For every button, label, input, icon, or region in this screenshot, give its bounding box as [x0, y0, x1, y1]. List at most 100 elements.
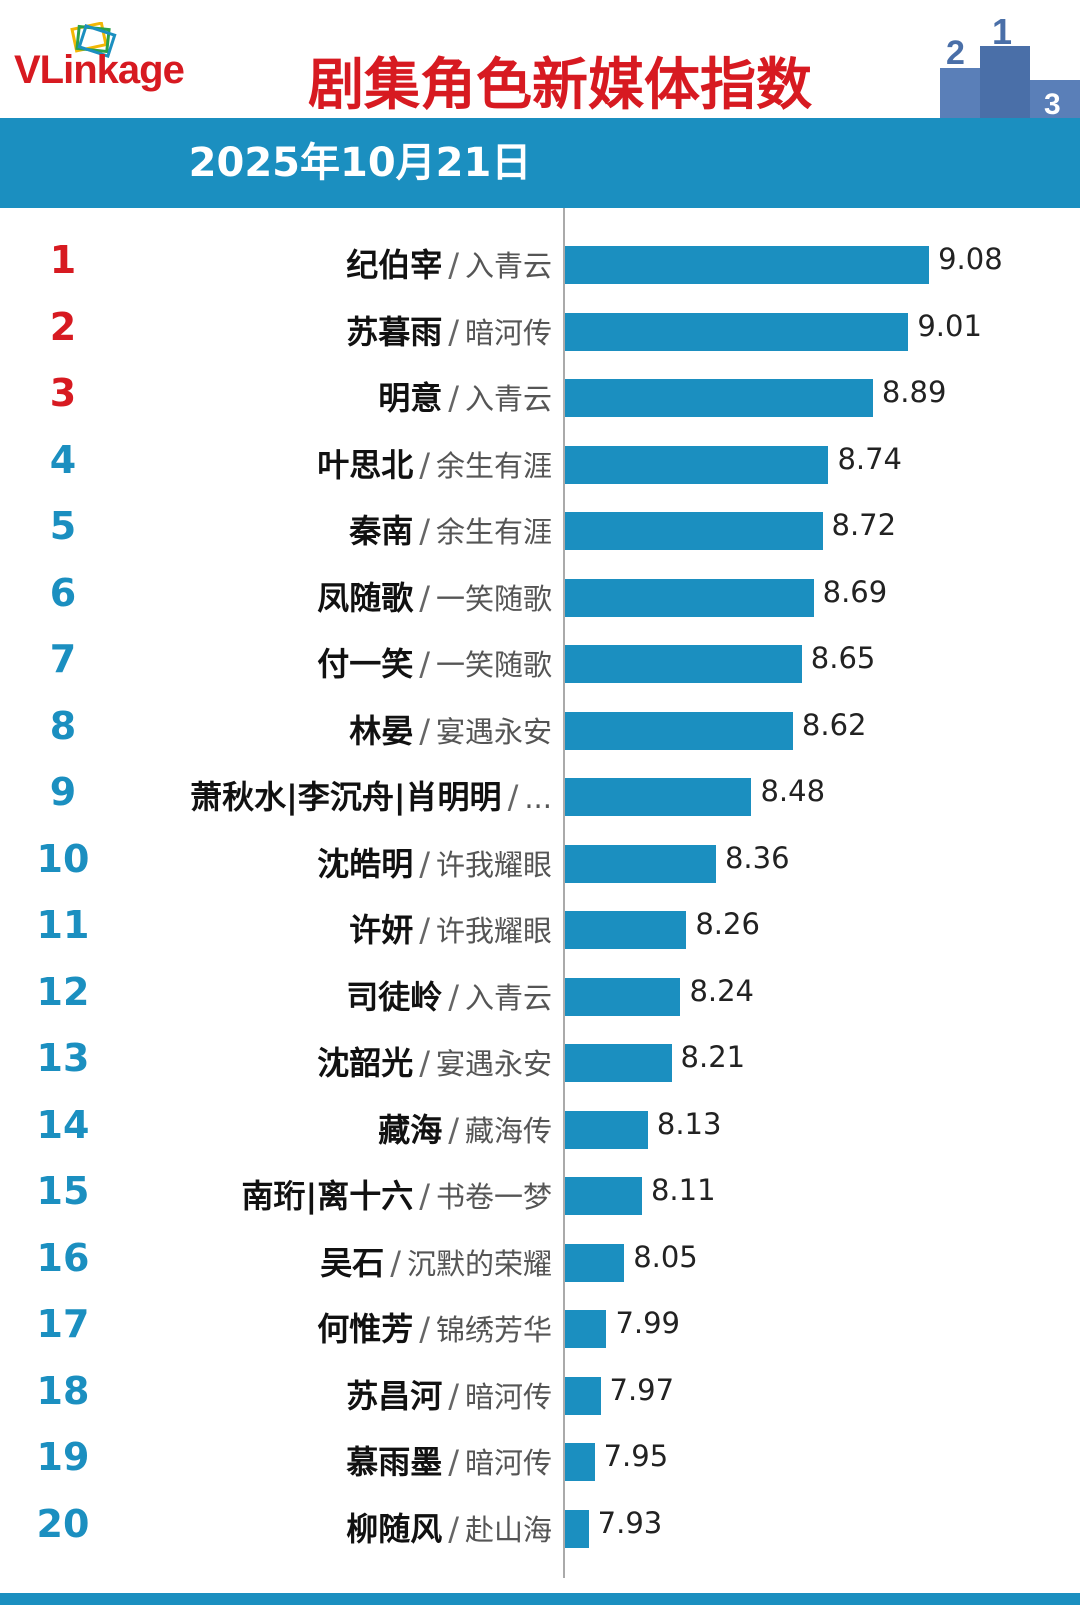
row-label: 藏海 / 藏海传 [378, 1105, 552, 1151]
chart-row: 18 苏昌河 / 暗河传 7.97 [0, 1359, 1080, 1425]
chart-row: 10 沈皓明 / 许我耀眼 8.36 [0, 827, 1080, 893]
rank-number: 12 [36, 970, 90, 1014]
character-name: 萧秋水|李沉舟|肖明明 [190, 778, 502, 816]
chart-row: 16 吴石 / 沉默的荣耀 8.05 [0, 1226, 1080, 1292]
value-label: 9.08 [938, 242, 1003, 276]
bar [565, 1510, 589, 1548]
value-label: 7.93 [597, 1506, 663, 1540]
drama-title: 入青云 [464, 249, 552, 283]
drama-title: 沉默的荣耀 [406, 1247, 552, 1281]
row-label: 沈韶光 / 宴遇永安 [317, 1038, 552, 1084]
row-label: 何惟芳 / 锦绣芳华 [317, 1304, 552, 1350]
drama-title: 宴遇永安 [435, 1047, 552, 1081]
character-name: 纪伯宰 [346, 246, 443, 284]
chart-row: 1 纪伯宰 / 入青云 9.08 [0, 228, 1080, 294]
drama-title: 暗河传 [464, 316, 552, 350]
drama-title: 入青云 [464, 981, 552, 1015]
character-name: 沈韶光 [317, 1044, 414, 1082]
row-label: 林晏 / 宴遇永安 [349, 706, 552, 752]
value-label: 8.11 [650, 1173, 716, 1207]
rank-number: 2 [49, 305, 77, 349]
drama-title: 余生有涯 [435, 515, 552, 549]
rank-number: 7 [49, 637, 77, 681]
rank-number: 1 [49, 238, 77, 282]
label-separator: / [448, 379, 459, 417]
row-label: 南珩|离十六 / 书卷一梦 [242, 1171, 553, 1217]
drama-title: 书卷一梦 [435, 1180, 552, 1214]
bar [565, 313, 909, 351]
drama-title: 赴山海 [464, 1513, 552, 1547]
row-label: 明意 / 入青云 [378, 373, 552, 419]
row-label: 纪伯宰 / 入青云 [346, 240, 552, 286]
bar [565, 1177, 642, 1215]
label-separator: / [448, 1510, 459, 1548]
label-separator: / [419, 1310, 430, 1348]
drama-title: 许我耀眼 [435, 848, 552, 882]
label-separator: / [448, 1377, 459, 1415]
bar [565, 512, 823, 550]
value-label: 7.95 [603, 1439, 669, 1473]
chart-row: 19 慕雨墨 / 暗河传 7.95 [0, 1425, 1080, 1491]
chart-row: 2 苏暮雨 / 暗河传 9.01 [0, 295, 1080, 361]
row-label: 萧秋水|李沉舟|肖明明 /... [190, 772, 552, 818]
row-label: 柳随风 / 赴山海 [346, 1504, 552, 1550]
drama-title: 许我耀眼 [435, 914, 552, 948]
drama-title: 锦绣芳华 [435, 1313, 552, 1347]
rank-number: 9 [49, 770, 77, 814]
label-separator: / [448, 313, 459, 351]
bar [565, 1111, 648, 1149]
character-name: 柳随风 [346, 1510, 443, 1548]
podium-icon: 2 1 3 [940, 18, 1080, 118]
value-label: 8.13 [656, 1107, 722, 1141]
row-label: 凤随歌 / 一笑随歌 [317, 573, 552, 619]
podium-label-1: 1 [992, 18, 1012, 52]
chart-row: 15 南珩|离十六 / 书卷一梦 8.11 [0, 1159, 1080, 1225]
rank-number: 6 [49, 571, 77, 615]
value-label: 9.01 [917, 309, 982, 343]
label-separator: / [419, 1044, 430, 1082]
row-label: 慕雨墨 / 暗河传 [346, 1437, 552, 1483]
chart-row: 3 明意 / 入青云 8.89 [0, 361, 1080, 427]
drama-title: ... [524, 781, 552, 815]
rank-number: 17 [36, 1302, 90, 1346]
row-label: 叶思北 / 余生有涯 [317, 440, 552, 486]
bar [565, 1310, 607, 1348]
character-name: 林晏 [349, 712, 414, 750]
row-label: 秦南 / 余生有涯 [349, 506, 552, 552]
drama-title: 暗河传 [464, 1380, 552, 1414]
rank-number: 14 [36, 1103, 90, 1147]
label-separator: / [419, 645, 430, 683]
bar [565, 645, 802, 683]
drama-title: 藏海传 [464, 1114, 552, 1148]
drama-title: 宴遇永安 [435, 715, 552, 749]
podium-label-2: 2 [946, 34, 965, 72]
chart-axis [563, 208, 565, 1578]
chart-row: 13 沈韶光 / 宴遇永安 8.21 [0, 1026, 1080, 1092]
chart-row: 5 秦南 / 余生有涯 8.72 [0, 494, 1080, 560]
character-name: 许妍 [349, 911, 414, 949]
rank-number: 3 [49, 371, 77, 415]
character-name: 慕雨墨 [346, 1443, 443, 1481]
bar [565, 379, 873, 417]
drama-title: 一笑随歌 [435, 582, 552, 616]
rank-number: 15 [36, 1169, 90, 1213]
bar [565, 712, 793, 750]
value-label: 8.65 [810, 641, 876, 675]
drama-title: 暗河传 [464, 1446, 552, 1480]
bar [565, 911, 687, 949]
value-label: 8.05 [633, 1240, 698, 1274]
bar [565, 978, 681, 1016]
chart-row: 9 萧秋水|李沉舟|肖明明 /... 8.48 [0, 760, 1080, 826]
chart-row: 6 凤随歌 / 一笑随歌 8.69 [0, 561, 1080, 627]
value-label: 8.48 [760, 774, 826, 808]
value-label: 8.36 [724, 841, 790, 875]
bar [565, 446, 829, 484]
chart-row: 14 藏海 / 藏海传 8.13 [0, 1093, 1080, 1159]
value-label: 8.62 [801, 708, 867, 742]
drama-title: 入青云 [464, 382, 552, 416]
chart-row: 11 许妍 / 许我耀眼 8.26 [0, 893, 1080, 959]
bar [565, 1443, 595, 1481]
value-label: 8.69 [822, 575, 888, 609]
character-name: 凤随歌 [317, 579, 414, 617]
row-label: 许妍 / 许我耀眼 [349, 905, 552, 951]
